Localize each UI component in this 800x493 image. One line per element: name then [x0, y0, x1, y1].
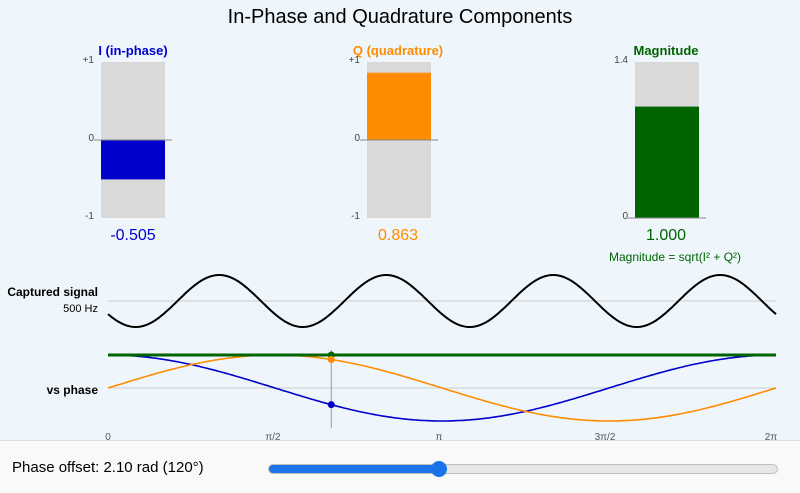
magnitude-value: 1.000 [645, 227, 687, 244]
q-zero-tick: 0 [354, 133, 360, 144]
phase-slider-thumb[interactable] [430, 461, 447, 477]
magnitude-max-tick: 1.4 [614, 55, 628, 66]
phase-slider[interactable] [268, 461, 778, 477]
i-zero-tick: 0 [88, 133, 94, 144]
phase-tick-three-half-pi: 3π/2 [594, 432, 616, 443]
phase-tick-pi: π [435, 432, 443, 443]
i-max-tick: +1 [82, 55, 94, 66]
magnitude-bar-fill [635, 106, 699, 218]
page-title: In-Phase and Quadrature Components [227, 6, 573, 28]
q-value: 0.863 [377, 227, 419, 244]
i-vs-phase-curve [108, 354, 776, 422]
iq-visualization-panel: In-Phase and Quadrature Components I (in… [7, 6, 778, 443]
magnitude-formula: Magnitude = sqrt(I² + Q²) [608, 250, 742, 264]
q-max-tick: +1 [348, 55, 360, 66]
i-min-tick: -1 [85, 211, 94, 222]
q-vs-phase-curve [107, 354, 777, 422]
magnitude-bar-title: Magnitude [633, 43, 699, 58]
phase-slider-fill [269, 465, 439, 473]
phase-tick-two-pi: 2π [764, 432, 778, 443]
q-bar-title: Q (quadrature) [352, 43, 444, 58]
phase-row-label: vs phase [46, 383, 98, 397]
q-point [327, 356, 335, 364]
i-bar-fill [101, 140, 165, 180]
phase-tick-0: 0 [105, 432, 111, 443]
phase-tick-half-pi: π/2 [265, 432, 281, 443]
i-point [327, 401, 335, 409]
signal-frequency: 500 Hz [63, 303, 98, 315]
i-bar-title: I (in-phase) [98, 43, 168, 58]
q-bar-fill [367, 72, 431, 140]
q-min-tick: -1 [351, 211, 360, 222]
phase-curves [107, 353, 777, 422]
magnitude-min-tick: 0 [622, 211, 628, 222]
i-value: -0.505 [110, 227, 156, 244]
signal-row-label: Captured signal [7, 285, 98, 299]
iq-graphics [94, 62, 777, 428]
captured-signal-wave [107, 274, 777, 328]
phase-points [327, 351, 335, 409]
control-bar: Phase offset: 2.10 rad (120°) [0, 440, 800, 493]
phase-offset-label: Phase offset: 2.10 rad (120°) [12, 459, 204, 476]
